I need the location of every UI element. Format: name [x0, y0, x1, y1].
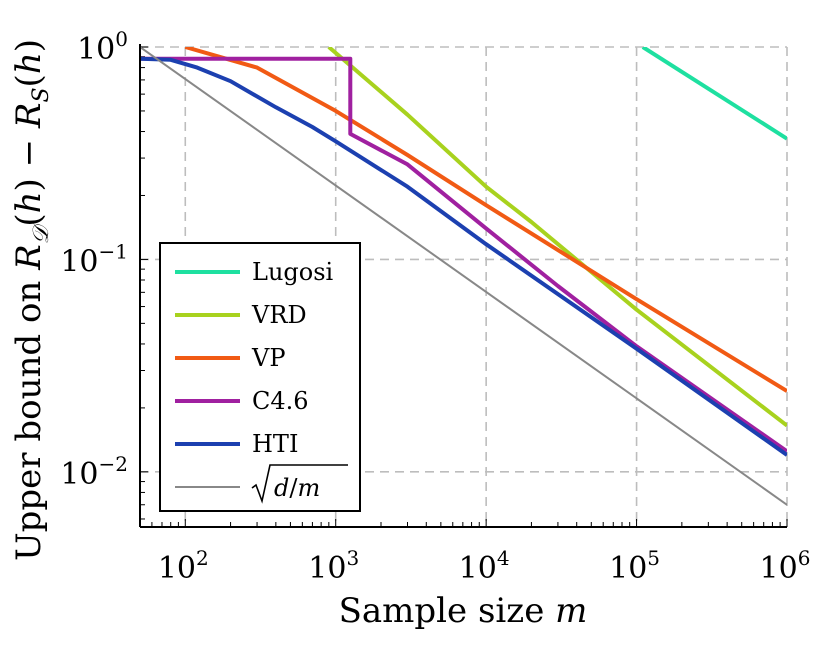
legend-label-vrd: VRD [251, 301, 307, 329]
y-tick-label: 10−1 [60, 239, 128, 279]
series-line-vp [184, 47, 787, 393]
y-tick-labels: 100 10−1 10−2 [60, 27, 128, 492]
legend: Lugosi VRD VP C4.6 HTI d/m [159, 242, 361, 512]
legend-label-lugosi: Lugosi [252, 258, 334, 286]
x-tick-label: 102 [158, 546, 209, 586]
sqrt-radicand: d/m [274, 474, 320, 502]
legend-label-vp: VP [251, 344, 285, 372]
series-line-c4-6 [140, 56, 787, 453]
x-tick-label: 105 [609, 546, 660, 586]
x-axis-label: Sample size m [339, 591, 588, 631]
y-axis-label: Upper bound on R𝒟(h) − RS(h) [9, 39, 54, 561]
series-line-vrd [327, 47, 787, 428]
legend-box [159, 242, 361, 512]
axes [139, 44, 787, 528]
x-tick-label: 106 [760, 546, 811, 586]
y-tick-label: 10−2 [60, 452, 128, 492]
series-line-sqrt-d-m [140, 47, 787, 506]
y-tick-label: 100 [77, 27, 128, 67]
legend-label-c4-6: C4.6 [252, 387, 309, 415]
x-tick-label: 103 [308, 546, 359, 586]
sqrt-radical [251, 464, 348, 504]
series-layer [140, 47, 787, 506]
series-line-hti [140, 56, 787, 457]
x-tick-label: 104 [459, 546, 510, 586]
series-line-lugosi [641, 47, 787, 141]
legend-label-hti: HTI [252, 430, 298, 458]
x-tick-labels: 102 103 104 105 106 [158, 546, 811, 586]
legend-label-sqrt-d-m: d/m [251, 464, 348, 504]
